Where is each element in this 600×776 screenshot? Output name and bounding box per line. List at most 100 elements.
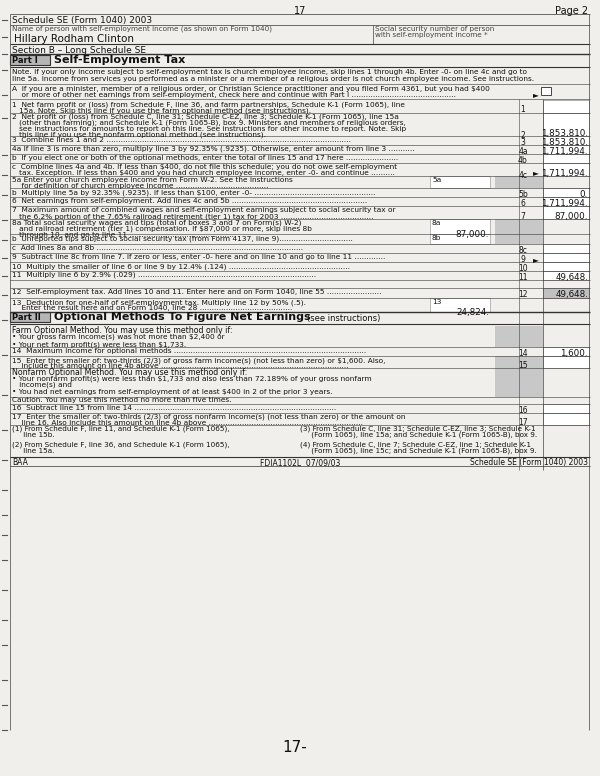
Bar bbox=[430, 234, 490, 244]
Text: 16: 16 bbox=[518, 406, 528, 415]
Text: ►: ► bbox=[533, 90, 539, 99]
Bar bbox=[543, 206, 589, 219]
Text: 11: 11 bbox=[518, 273, 528, 282]
Text: 87,000.: 87,000. bbox=[455, 230, 489, 239]
Bar bbox=[543, 188, 589, 197]
Text: include this amount on line 4b above ...........................................: include this amount on line 4b above ...… bbox=[12, 363, 349, 369]
Bar bbox=[543, 271, 589, 280]
Text: 0.: 0. bbox=[580, 190, 588, 199]
Text: BAA: BAA bbox=[12, 458, 28, 467]
Text: Nonfarm Optional Method. You may use this method only if:: Nonfarm Optional Method. You may use thi… bbox=[12, 368, 247, 377]
Bar bbox=[543, 262, 589, 271]
Text: 2  Net profit or (loss) from Schedule C, line 31; Schedule C-EZ, line 3; Schedul: 2 Net profit or (loss) from Schedule C, … bbox=[12, 114, 399, 120]
Text: this line if you use the nonfarm optional method (see instructions).: this line if you use the nonfarm optiona… bbox=[12, 132, 266, 138]
Text: Section B – Long Schedule SE: Section B – Long Schedule SE bbox=[12, 46, 146, 55]
Text: 8c: 8c bbox=[518, 246, 527, 255]
Text: b  Unreported tips subject to social security tax (from Form 4137, line 9)......: b Unreported tips subject to social secu… bbox=[12, 235, 353, 241]
Text: 16  Subtract line 15 from line 14 ..............................................: 16 Subtract line 15 from line 14 .......… bbox=[12, 405, 336, 411]
Text: (2) From Schedule F, line 36, and Schedule K-1 (Form 1065),: (2) From Schedule F, line 36, and Schedu… bbox=[12, 441, 229, 448]
Text: (Form 1065), line 15a; and Schedule K-1 (Form 1065-B), box 9.: (Form 1065), line 15a; and Schedule K-1 … bbox=[300, 432, 537, 438]
Bar bbox=[495, 219, 543, 234]
Text: 6  Net earnings from self-employment. Add lines 4c and 5b ......................: 6 Net earnings from self-employment. Add… bbox=[12, 198, 367, 204]
Bar bbox=[495, 368, 543, 397]
Text: 10: 10 bbox=[518, 264, 528, 273]
Bar bbox=[543, 356, 589, 368]
Text: 17  Enter the smaller of: two-thirds (2/3) of gross nonfarm income(s) (not less : 17 Enter the smaller of: two-thirds (2/3… bbox=[12, 414, 406, 421]
Text: for definition of church employee income .......................................: for definition of church employee income… bbox=[12, 183, 269, 189]
Text: (3) From Schedule C, line 31; Schedule C-EZ, line 3; Schedule K-1: (3) From Schedule C, line 31; Schedule C… bbox=[300, 425, 536, 431]
Text: 13: 13 bbox=[432, 299, 442, 305]
Text: (1) From Schedule F, line 11, and Schedule K-1 (Form 1065),: (1) From Schedule F, line 11, and Schedu… bbox=[12, 425, 229, 431]
Text: 17-: 17- bbox=[283, 740, 307, 755]
Text: Caution. You may use this method no more than five times.: Caution. You may use this method no more… bbox=[12, 397, 232, 403]
Text: 4a If line 3 is more than zero, multiply line 3 by 92.35% (.9235). Otherwise, en: 4a If line 3 is more than zero, multiply… bbox=[12, 146, 415, 153]
Text: 1,711,994.: 1,711,994. bbox=[542, 199, 588, 208]
Text: • Your gross farm income(s) was not more than $2,400 or: • Your gross farm income(s) was not more… bbox=[12, 334, 224, 341]
Text: see instructions for amounts to report on this line. See instructions for other : see instructions for amounts to report o… bbox=[12, 126, 406, 132]
Text: (Form 1065), line 15c; and Schedule K-1 (Form 1065-B), box 9.: (Form 1065), line 15c; and Schedule K-1 … bbox=[300, 448, 537, 455]
Bar bbox=[430, 298, 490, 312]
Text: 87,000.: 87,000. bbox=[554, 212, 588, 221]
Text: 4c: 4c bbox=[518, 171, 527, 180]
Text: 10  Multiply the smaller of line 6 or line 9 by 12.4% (.124) ...................: 10 Multiply the smaller of line 6 or lin… bbox=[12, 263, 350, 269]
Text: • Your net farm profit(s) were less than $1,733.: • Your net farm profit(s) were less than… bbox=[12, 341, 186, 348]
Text: line 16. Also include this amount on line 4b above .............................: line 16. Also include this amount on lin… bbox=[12, 420, 363, 426]
Text: 5a Enter your church employee income from Form W-2. See the instructions: 5a Enter your church employee income fro… bbox=[12, 177, 293, 183]
Bar bbox=[495, 176, 543, 188]
Text: 4b: 4b bbox=[518, 156, 528, 165]
Bar bbox=[543, 163, 589, 176]
Text: 1: 1 bbox=[521, 105, 526, 114]
Text: 49,648.: 49,648. bbox=[555, 273, 588, 282]
Text: 15  Enter the smaller of: two-thirds (2/3) of gross farm income(s) (not less tha: 15 Enter the smaller of: two-thirds (2/3… bbox=[12, 357, 385, 363]
Text: income(s) and: income(s) and bbox=[12, 382, 72, 389]
Bar bbox=[543, 413, 589, 425]
Text: line 15b.: line 15b. bbox=[12, 432, 55, 438]
Bar bbox=[541, 87, 551, 95]
Text: line 5a. Income from services you performed as a minister or a member of a relig: line 5a. Income from services you perfor… bbox=[12, 76, 534, 82]
Text: 14: 14 bbox=[518, 349, 528, 358]
Text: 17: 17 bbox=[518, 418, 528, 427]
Text: • Your nonfarm profit(s) were less than $1,733 and also less than 72.189% of you: • Your nonfarm profit(s) were less than … bbox=[12, 376, 372, 383]
Text: 11  Multiply line 6 by 2.9% (.029) .............................................: 11 Multiply line 6 by 2.9% (.029) ......… bbox=[12, 272, 316, 279]
Bar bbox=[543, 113, 589, 136]
Text: 3: 3 bbox=[521, 138, 526, 147]
Text: b  If you elect one or both of the optional methods, enter the total of lines 15: b If you elect one or both of the option… bbox=[12, 155, 398, 161]
Bar bbox=[495, 356, 543, 368]
Text: Farm Optional Method. You may use this method only if:: Farm Optional Method. You may use this m… bbox=[12, 326, 233, 335]
Text: c  Add lines 8a and 8b .........................................................: c Add lines 8a and 8b ..................… bbox=[12, 245, 303, 251]
Text: FDIA1102L  07/09/03: FDIA1102L 07/09/03 bbox=[260, 458, 340, 467]
Text: c  Combine lines 4a and 4b. If less than $400, do not file this schedule; you do: c Combine lines 4a and 4b. If less than … bbox=[12, 164, 397, 170]
Text: 9: 9 bbox=[521, 255, 526, 264]
Text: line 15a.: line 15a. bbox=[12, 448, 55, 454]
Text: Schedule SE (Form 1040) 2003: Schedule SE (Form 1040) 2003 bbox=[470, 458, 588, 467]
Text: 12: 12 bbox=[518, 290, 528, 299]
Text: 8a Total social security wages and tips (total of boxes 3 and 7 on Form(s) W-2): 8a Total social security wages and tips … bbox=[12, 220, 302, 227]
Text: the 6.2% portion of the 7.65% railroad retirement (tier 1) tax for 2003 ........: the 6.2% portion of the 7.65% railroad r… bbox=[12, 213, 373, 220]
Text: 2: 2 bbox=[521, 131, 526, 140]
Text: 12  Self-employment tax. Add lines 10 and 11. Enter here and on Form 1040, line : 12 Self-employment tax. Add lines 10 and… bbox=[12, 289, 382, 295]
Text: 1,711,994.: 1,711,994. bbox=[542, 147, 588, 156]
Text: 8b: 8b bbox=[432, 235, 442, 241]
Text: ►: ► bbox=[533, 255, 539, 264]
Text: Optional Methods To Figure Net Earnings: Optional Methods To Figure Net Earnings bbox=[54, 312, 311, 322]
Text: 7  Maximum amount of combined wages and self-employment earnings subject to soci: 7 Maximum amount of combined wages and s… bbox=[12, 207, 395, 213]
Text: Part II: Part II bbox=[12, 313, 41, 322]
Text: 49,648.: 49,648. bbox=[555, 290, 588, 299]
Text: 6: 6 bbox=[521, 199, 526, 208]
Text: 15: 15 bbox=[518, 361, 528, 370]
Bar bbox=[495, 234, 543, 244]
Text: 9  Subtract line 8c from line 7. If zero or less, enter -0- here and on line 10 : 9 Subtract line 8c from line 7. If zero … bbox=[12, 254, 385, 260]
Bar bbox=[10, 55, 50, 65]
Bar bbox=[543, 100, 589, 113]
Text: 13  Deduction for one-half of self-employment tax. Multiply line 12 by 50% (.5).: 13 Deduction for one-half of self-employ… bbox=[12, 299, 306, 306]
Bar bbox=[543, 154, 589, 163]
Bar bbox=[543, 197, 589, 206]
Text: 24,824.: 24,824. bbox=[456, 308, 489, 317]
Text: ►: ► bbox=[533, 168, 539, 177]
Text: • You had net earnings from self-employment of at least $400 in 2 of the prior 3: • You had net earnings from self-employm… bbox=[12, 389, 332, 395]
Text: Enter the result here and on Form 1040, line 28 ................................: Enter the result here and on Form 1040, … bbox=[12, 305, 292, 311]
Text: with self-employment income *: with self-employment income * bbox=[375, 32, 488, 38]
Text: 5a: 5a bbox=[432, 177, 441, 183]
Bar bbox=[495, 326, 543, 347]
Bar bbox=[543, 145, 589, 154]
